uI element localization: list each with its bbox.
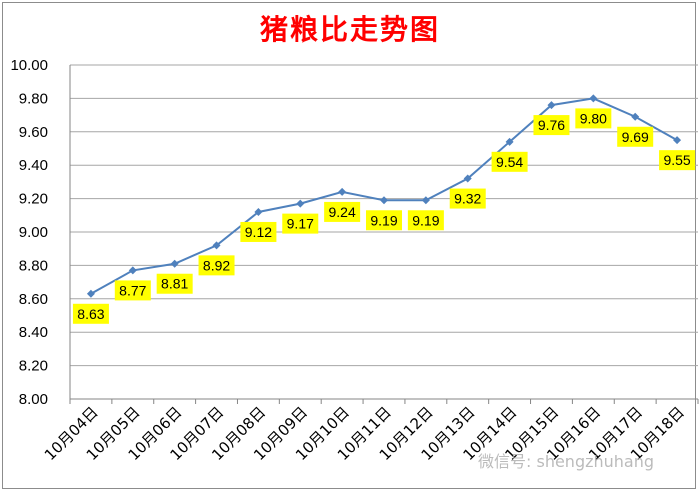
data-label: 9.55 bbox=[663, 152, 690, 168]
data-label-background bbox=[240, 221, 277, 242]
data-point bbox=[338, 187, 347, 196]
y-tick-label: 9.60 bbox=[19, 124, 48, 141]
y-tick-label: 9.80 bbox=[19, 90, 48, 107]
data-point bbox=[212, 241, 221, 250]
y-tick-label: 10.00 bbox=[10, 57, 48, 74]
data-label-background bbox=[114, 280, 151, 301]
data-label: 9.69 bbox=[622, 129, 649, 145]
data-label-background bbox=[533, 115, 570, 136]
data-point bbox=[631, 112, 640, 121]
data-label: 9.24 bbox=[329, 204, 356, 220]
data-label: 9.32 bbox=[454, 191, 481, 207]
axes bbox=[69, 65, 699, 404]
y-tick-label: 8.80 bbox=[19, 257, 48, 274]
data-point bbox=[505, 137, 514, 146]
y-tick-label: 9.20 bbox=[19, 191, 48, 208]
data-label-background bbox=[617, 126, 654, 147]
data-point bbox=[254, 207, 263, 216]
data-label-background bbox=[407, 210, 444, 231]
data-label-background bbox=[72, 303, 109, 324]
data-label: 8.63 bbox=[77, 306, 104, 322]
data-label: 9.80 bbox=[580, 110, 607, 126]
data-label: 9.19 bbox=[370, 212, 397, 228]
data-point bbox=[463, 174, 472, 183]
data-point bbox=[170, 259, 179, 268]
data-label: 9.19 bbox=[412, 212, 439, 228]
y-tick-label: 8.60 bbox=[19, 291, 48, 308]
data-label: 9.76 bbox=[538, 117, 565, 133]
data-label: 9.17 bbox=[287, 216, 314, 232]
y-tick-label: 9.40 bbox=[19, 157, 48, 174]
data-label-background bbox=[324, 201, 361, 222]
y-tick-label: 8.20 bbox=[19, 358, 48, 375]
data-point bbox=[547, 101, 556, 110]
data-label: 8.92 bbox=[203, 257, 230, 273]
watermark: 微信号: shengzhuhang bbox=[478, 452, 655, 471]
data-label: 9.54 bbox=[496, 154, 523, 170]
data-label-background bbox=[366, 210, 402, 231]
data-label: 8.77 bbox=[119, 282, 146, 298]
data-point bbox=[296, 199, 305, 208]
chart-title: 猪粮比走势图 bbox=[259, 13, 440, 46]
chart-frame bbox=[2, 2, 696, 489]
data-label-background bbox=[491, 151, 528, 172]
y-tick-label: 8.00 bbox=[19, 391, 48, 408]
data-point bbox=[86, 289, 95, 298]
y-axis-ticks: 8.00 8.20 8.40 8.60 8.80 9.00 9.20 9.40 9.60 9.80… bbox=[10, 57, 48, 408]
data-label-background bbox=[659, 150, 696, 171]
data-point bbox=[673, 136, 682, 145]
y-tick-label: 8.40 bbox=[19, 324, 48, 341]
data-label-background bbox=[198, 255, 235, 276]
data-label-background bbox=[282, 213, 319, 234]
data-labels: 8.63 8.77 8.81 8.92 9.12 9.17 9.24 9.19 9.19 9.32… bbox=[72, 108, 696, 324]
data-point bbox=[128, 266, 137, 275]
y-tick-label: 9.00 bbox=[19, 224, 48, 241]
data-label: 9.12 bbox=[245, 224, 272, 240]
data-point bbox=[421, 196, 430, 205]
data-label-background bbox=[449, 188, 486, 209]
series-line bbox=[86, 94, 682, 298]
data-label-background bbox=[575, 108, 612, 129]
data-label: 8.81 bbox=[161, 276, 188, 292]
data-label-background bbox=[156, 273, 193, 294]
data-point bbox=[380, 196, 388, 205]
data-point bbox=[589, 94, 598, 103]
